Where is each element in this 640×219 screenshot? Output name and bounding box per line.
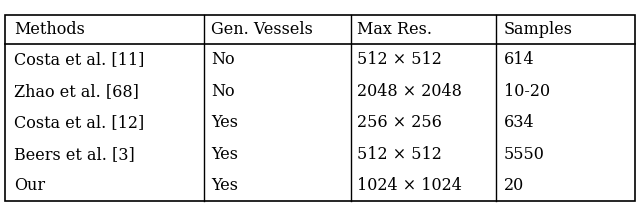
Text: 614: 614 [504,51,534,68]
Text: Yes: Yes [211,114,238,131]
Text: Costa et al. [11]: Costa et al. [11] [14,51,145,68]
Text: Methods: Methods [14,21,85,38]
Text: Samples: Samples [504,21,573,38]
Text: 20: 20 [504,177,524,194]
Text: 512 × 512: 512 × 512 [357,146,442,163]
Text: 634: 634 [504,114,534,131]
Text: Yes: Yes [211,146,238,163]
Text: Yes: Yes [211,177,238,194]
Text: Beers et al. [3]: Beers et al. [3] [14,146,135,163]
Text: Gen. Vessels: Gen. Vessels [211,21,313,38]
Bar [5,15,635,201]
Text: Costa et al. [12]: Costa et al. [12] [14,114,145,131]
Text: 5550: 5550 [504,146,545,163]
Text: Max Res.: Max Res. [357,21,432,38]
Text: 512 × 512: 512 × 512 [357,51,442,68]
Text: 10-20: 10-20 [504,83,550,100]
Text: Zhao et al. [68]: Zhao et al. [68] [14,83,139,100]
Text: 1024 × 1024: 1024 × 1024 [357,177,462,194]
Text: No: No [211,51,235,68]
Text: 256 × 256: 256 × 256 [357,114,442,131]
Text: 2048 × 2048: 2048 × 2048 [357,83,462,100]
Text: Our: Our [14,177,45,194]
Text: No: No [211,83,235,100]
